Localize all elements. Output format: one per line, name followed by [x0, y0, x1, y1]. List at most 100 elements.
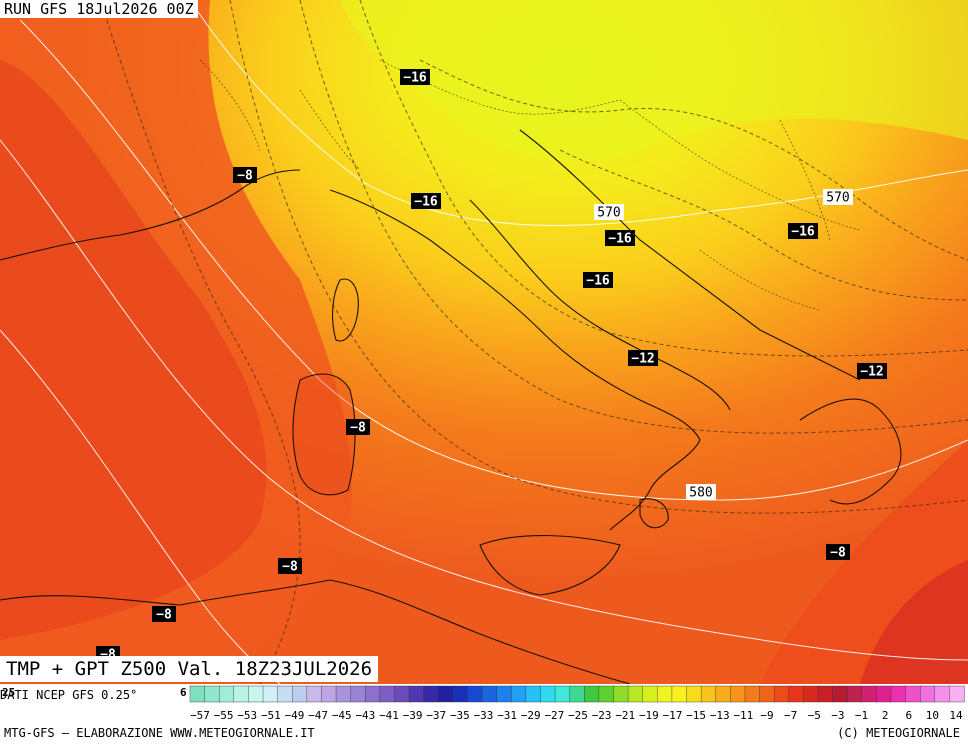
scale-label: 14: [949, 709, 963, 722]
scale-swatch: [598, 685, 615, 703]
scale-label: −33: [474, 709, 494, 722]
scale-swatch: [832, 685, 848, 703]
svg-text:−8: −8: [282, 560, 298, 575]
scale-swatch: [686, 685, 702, 703]
scale-swatch: [949, 685, 965, 703]
scale-swatch: [438, 685, 454, 703]
scale-swatch: [335, 685, 352, 703]
scale-label: −51: [261, 709, 281, 722]
scale-label: −41: [379, 709, 399, 722]
scale-swatch: [715, 685, 732, 703]
svg-text:−16: −16: [414, 195, 438, 210]
scale-label: −1: [855, 709, 868, 722]
scale-swatch: [905, 685, 921, 703]
svg-text:570: 570: [597, 206, 620, 221]
scale-swatch: [452, 685, 469, 703]
scale-label: −29: [521, 709, 541, 722]
temp-label: −8: [826, 544, 850, 561]
temp-label: −8: [152, 606, 176, 623]
scale-swatch: [262, 685, 279, 703]
scale-swatch: [365, 685, 381, 703]
scale-swatch: [803, 685, 819, 703]
scale-swatch: [306, 685, 323, 703]
temp-label: −16: [788, 223, 818, 240]
temperature-labels: −16 −8 −16 −16 −16 −16 −12 −12 −8 −8 −8 …: [96, 69, 887, 663]
svg-text:−16: −16: [791, 225, 815, 240]
scale-label: −45: [332, 709, 352, 722]
scale-swatch: [233, 685, 250, 703]
scale-label: −27: [544, 709, 564, 722]
scale-swatch: [861, 685, 878, 703]
svg-text:−16: −16: [403, 71, 427, 86]
scale-swatch: [613, 685, 629, 703]
scale-swatch: [525, 685, 542, 703]
scale-swatch: [642, 685, 659, 703]
scale-label: 6: [905, 709, 912, 722]
scale-swatch: [730, 685, 746, 703]
source-label: DATI NCEP GFS 0.25°: [0, 688, 138, 702]
run-label: RUN GFS 18Jul2026 00Z: [0, 0, 198, 18]
scale-label: −17: [663, 709, 683, 722]
scale-swatch: [467, 685, 483, 703]
scale-swatch: [934, 685, 951, 703]
scale-swatch: [759, 685, 775, 703]
scale-label: −5: [808, 709, 821, 722]
coastlines: [0, 129, 902, 684]
scale-end-right: 6: [180, 686, 187, 699]
scale-swatch: [350, 685, 366, 703]
temp-label: −8: [233, 167, 257, 184]
scale-label: −13: [710, 709, 730, 722]
temp-label: −12: [857, 363, 887, 380]
svg-text:−8: −8: [830, 546, 846, 561]
warm-core-west: [0, 60, 267, 640]
scale-swatch: [554, 685, 571, 703]
scale-swatch: [700, 685, 717, 703]
scale-swatch: [219, 685, 235, 703]
gph-labels: 570 570 580: [594, 189, 853, 501]
temp-label: −8: [346, 419, 370, 436]
scale-swatch: [919, 685, 936, 703]
svg-text:−12: −12: [860, 365, 883, 380]
credit-left: MTG-GFS – ELABORAZIONE WWW.METEOGIORNALE…: [4, 726, 315, 740]
scale-swatch: [846, 685, 863, 703]
scale-swatch: [890, 685, 907, 703]
svg-text:−12: −12: [631, 352, 654, 367]
gph-label: 580: [686, 484, 716, 501]
scale-swatch: [511, 685, 527, 703]
temp-label: −12: [628, 350, 658, 367]
scale-label: −37: [426, 709, 446, 722]
cold-region-north: [340, 0, 968, 162]
scale-swatch: [671, 685, 688, 703]
scale-label: −25: [568, 709, 588, 722]
scale-label: −55: [214, 709, 234, 722]
scale-label: −15: [686, 709, 706, 722]
scale-swatches: [189, 685, 965, 703]
color-scale: −57 −55 −53 −51 −49 −47 −45 −43 −41 −39 −37 −35 −33−…: [2, 685, 965, 722]
scale-label: −3: [831, 709, 844, 722]
temp-label: −8: [278, 558, 302, 575]
scale-swatch: [627, 685, 644, 703]
scale-swatch: [569, 685, 586, 703]
gph-label: 570: [594, 204, 624, 221]
warm-core-southeast: [860, 560, 968, 684]
svg-text:−8: −8: [237, 169, 253, 184]
scale-swatch: [379, 685, 396, 703]
scale-label: −57: [190, 709, 210, 722]
scale-swatch: [481, 685, 498, 703]
svg-text:−8: −8: [350, 421, 366, 436]
scale-swatch: [189, 685, 206, 703]
scale-swatch: [540, 685, 556, 703]
svg-text:−16: −16: [586, 274, 610, 289]
credit-right: (C) METEOGIORNALE: [837, 726, 960, 740]
scale-swatch: [817, 685, 834, 703]
scale-label: −19: [639, 709, 659, 722]
scale-swatch: [876, 685, 892, 703]
scale-swatch: [584, 685, 600, 703]
scale-swatch: [744, 685, 761, 703]
svg-text:−8: −8: [156, 608, 172, 623]
temp-label: −16: [605, 230, 635, 247]
scale-swatch: [496, 685, 512, 703]
scale-label: −11: [733, 709, 753, 722]
scale-label: −31: [497, 709, 517, 722]
